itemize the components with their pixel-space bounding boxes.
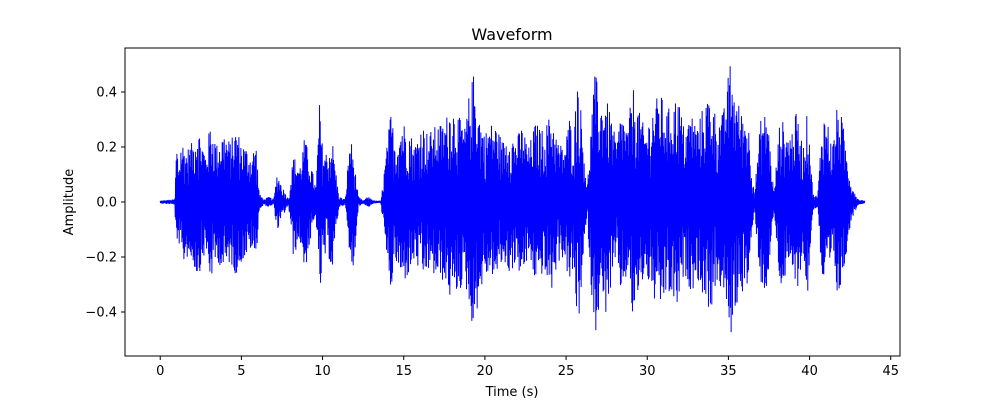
- x-axis: 0 5 10 15 20 25 30 35 40 45: [156, 356, 899, 379]
- x-tick-label: 20: [477, 364, 494, 379]
- x-tick-label: 35: [720, 364, 737, 379]
- x-tick-label: 0: [156, 364, 164, 379]
- x-tick-label: 40: [801, 364, 818, 379]
- x-tick-label: 45: [882, 364, 899, 379]
- y-axis-label: Amplitude: [62, 169, 77, 236]
- waveform-series-line: [159, 66, 866, 333]
- y-tick-label: 0.0: [96, 196, 117, 211]
- y-tick-label: 0.2: [96, 141, 117, 156]
- x-axis-label: Time (s): [485, 385, 539, 400]
- x-tick-label: 30: [639, 364, 656, 379]
- x-tick-label: 10: [314, 364, 331, 379]
- series-layer: [159, 66, 866, 333]
- x-tick-label: 15: [395, 364, 412, 379]
- y-tick-label: −0.2: [85, 251, 117, 266]
- y-tick-label: 0.4: [96, 86, 117, 101]
- x-tick-label: 5: [237, 364, 245, 379]
- y-axis: −0.4 −0.2 0.0 0.2 0.4: [85, 86, 125, 321]
- y-tick-label: −0.4: [85, 306, 117, 321]
- chart-title: Waveform: [471, 25, 552, 44]
- x-tick-label: 25: [558, 364, 575, 379]
